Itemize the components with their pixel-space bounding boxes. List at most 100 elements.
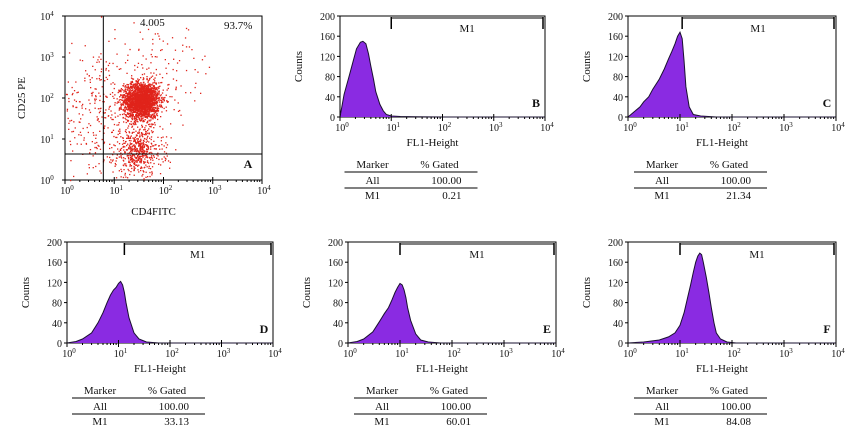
scatter-point <box>148 87 150 89</box>
scatter-point <box>146 88 148 90</box>
scatter-point <box>139 89 141 91</box>
scatter-point <box>137 165 139 167</box>
scatter-point <box>160 116 162 118</box>
scatter-point <box>137 115 139 117</box>
scatter-point <box>105 109 107 111</box>
scatter-point <box>129 112 131 114</box>
scatter-point <box>159 85 161 87</box>
scatter-point <box>126 134 128 136</box>
scatter-point <box>134 103 136 105</box>
scatter-point <box>133 22 135 24</box>
scatter-point <box>123 142 125 144</box>
scatter-point <box>162 136 164 138</box>
scatter-point <box>127 113 129 116</box>
scatter-point <box>79 131 82 133</box>
scatter-point <box>145 131 147 133</box>
scatter-point <box>141 73 144 76</box>
panel-letter: B <box>532 96 540 110</box>
scatter-point <box>115 160 117 162</box>
scatter-point <box>168 83 170 86</box>
scatter-point <box>84 45 86 47</box>
scatter-point <box>146 160 149 162</box>
scatter-point <box>103 112 105 114</box>
scatter-point <box>142 55 144 57</box>
scatter-point <box>137 93 139 96</box>
scatter-point <box>162 97 165 99</box>
scatter-point <box>139 91 141 93</box>
scatter-point <box>128 132 131 134</box>
scatter-point <box>131 88 133 90</box>
stats-header-marker: Marker <box>646 385 679 397</box>
scatter-point <box>161 92 164 94</box>
scatter-point <box>145 164 147 166</box>
scatter-point <box>159 95 161 97</box>
scatter-point <box>136 84 138 86</box>
scatter-point <box>184 37 187 39</box>
scatter-point <box>133 174 135 176</box>
scatter-point <box>147 132 149 134</box>
x-tick-label: 103 <box>779 347 793 360</box>
scatter-point <box>152 87 155 90</box>
scatter-point <box>129 96 131 98</box>
scatter-point <box>113 123 116 126</box>
scatter-point <box>138 103 140 105</box>
gate-label: M1 <box>459 23 474 35</box>
y-tick-label: 80 <box>52 299 62 310</box>
scatter-point <box>95 134 97 136</box>
scatter-point <box>151 99 153 101</box>
scatter-point <box>143 86 146 88</box>
scatter-point <box>143 90 145 92</box>
scatter-point <box>129 104 131 107</box>
scatter-point <box>66 110 68 112</box>
scatter-point <box>119 132 121 134</box>
scatter-point <box>141 98 143 100</box>
scatter-point <box>155 148 157 150</box>
scatter-point <box>165 136 168 138</box>
scatter-point <box>135 164 137 166</box>
scatter-point <box>143 91 145 93</box>
scatter-point <box>146 100 148 102</box>
scatter-point <box>148 102 150 104</box>
scatter-point <box>146 68 148 70</box>
scatter-point <box>146 166 148 168</box>
scatter-point <box>156 113 158 115</box>
scatter-point <box>88 164 90 166</box>
scatter-point <box>149 171 151 174</box>
scatter-point <box>100 16 103 18</box>
scatter-point <box>149 77 151 80</box>
scatter-point <box>129 165 131 167</box>
scatter-point <box>69 140 71 142</box>
scatter-point <box>177 102 179 104</box>
scatter-point <box>105 76 107 79</box>
scatter-point <box>134 162 136 165</box>
scatter-point <box>131 100 133 102</box>
scatter-point <box>131 147 133 150</box>
scatter-point <box>126 72 128 74</box>
scatter-point <box>123 107 126 109</box>
scatter-point <box>67 117 69 120</box>
scatter-point <box>131 109 133 111</box>
scatter-point <box>166 144 169 146</box>
scatter-point <box>114 145 116 147</box>
scatter-point <box>137 169 139 171</box>
scatter-point <box>117 115 119 117</box>
scatter-point <box>151 166 154 168</box>
scatter-point <box>150 97 152 99</box>
scatter-point <box>131 110 133 112</box>
scatter-point <box>140 86 142 88</box>
scatter-point <box>133 138 135 141</box>
scatter-point <box>151 113 154 115</box>
scatter-point <box>145 155 148 157</box>
scatter-point <box>133 131 135 133</box>
scatter-point <box>89 124 92 127</box>
scatter-point <box>151 90 153 93</box>
histogram-outline <box>66 280 273 344</box>
scatter-point <box>147 129 149 132</box>
scatter-point <box>155 98 157 101</box>
stats-row-marker: All <box>655 175 669 187</box>
scatter-point <box>127 168 129 171</box>
scatter-point <box>107 127 109 129</box>
scatter-point <box>74 137 76 139</box>
scatter-point <box>150 156 153 159</box>
scatter-point <box>92 155 94 157</box>
